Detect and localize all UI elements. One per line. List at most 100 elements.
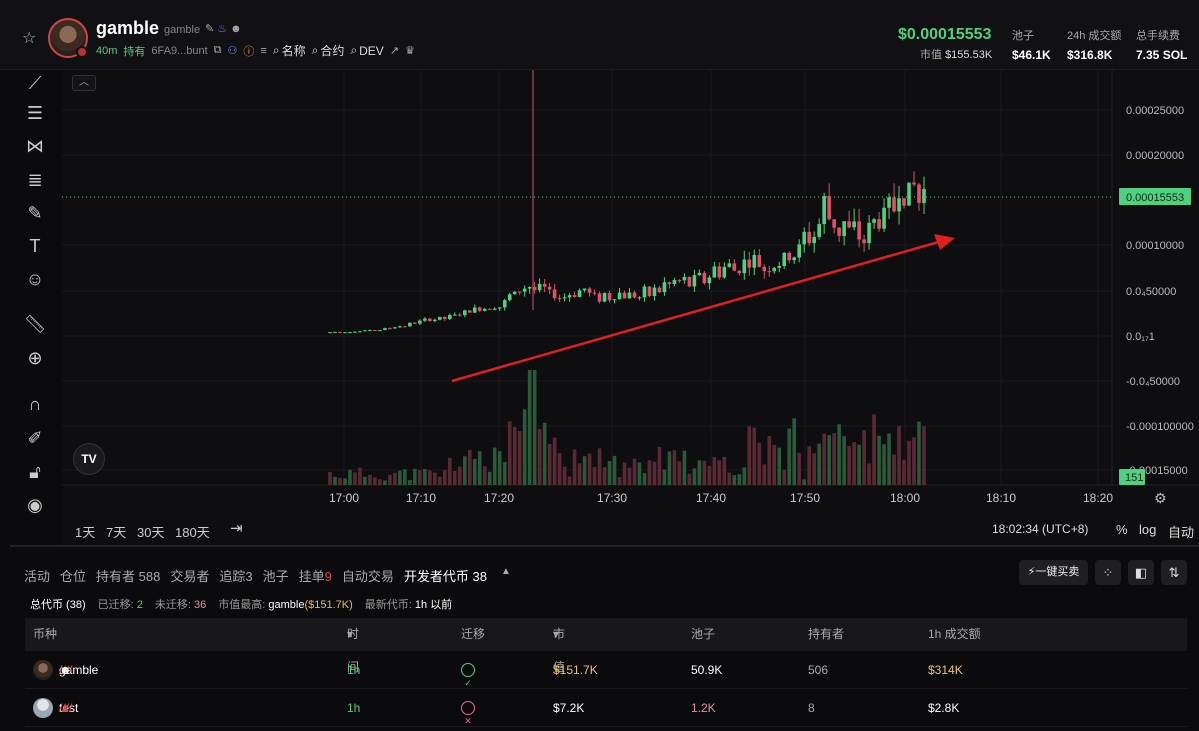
unmigrated-count: 未迁移: 36 (155, 596, 206, 612)
volume-bar (378, 479, 382, 485)
candle-body (353, 331, 357, 333)
x-tick-label: 17:00 (329, 491, 359, 505)
candle-body (642, 286, 647, 298)
candle-body (677, 280, 682, 282)
user-icon[interactable]: ⚇ (227, 45, 238, 57)
ruler-icon[interactable]: 📏︎ (23, 314, 47, 334)
tab-dev-tokens[interactable]: 开发者代币 38 (403, 569, 487, 584)
coin-avatar (33, 698, 53, 718)
menu-circle-icon[interactable]: ≡ (260, 44, 267, 57)
candle-body (328, 332, 332, 334)
candle-body (507, 294, 512, 301)
contract-address[interactable]: 6FA9...bunt (151, 44, 208, 57)
volume-bar (862, 430, 866, 485)
candle-body (557, 298, 562, 300)
chart-settings-icon[interactable]: ⚙ (1154, 491, 1167, 507)
collapse-chevron-icon[interactable]: ︿ (72, 75, 96, 91)
tab-positions[interactable]: 仓位 (60, 569, 87, 584)
tab-tracking[interactable]: 追踪3 (219, 569, 253, 584)
volume-bar (697, 460, 702, 485)
volume-bar (497, 451, 502, 485)
period-30d[interactable]: 30天 (137, 525, 165, 540)
edit-icon[interactable]: ✎ (205, 23, 218, 35)
col-time[interactable]: 时间 ▾ (347, 618, 359, 674)
candle-body (562, 297, 567, 299)
zoom-in-icon[interactable]: ⊕ (27, 348, 43, 368)
table-row[interactable]: test ▲ //// 1h ✕ $7.2K 1.2K 8 $2.8K (25, 689, 1187, 727)
goto-date-icon[interactable]: ⇥ (230, 520, 243, 537)
volume-bar (567, 476, 572, 485)
trend-arrow-line (451, 239, 943, 383)
tab-activity[interactable]: 活动 (24, 569, 51, 584)
x-tick-label: 17:50 (790, 491, 820, 505)
candle-body (902, 198, 906, 206)
x-tick-label: 18:10 (986, 491, 1016, 505)
fib-tool-icon[interactable]: ≣ (27, 170, 43, 190)
auto-toggle[interactable]: 自动 (1168, 525, 1195, 540)
candle-body (403, 326, 407, 328)
warning-icon[interactable]: ⓘ (243, 45, 255, 58)
volume-bar (852, 442, 856, 485)
horizontal-lines-icon[interactable]: ☰ (26, 103, 44, 123)
stat-fees: 总手续费 7.35 SOL (1136, 27, 1187, 62)
pattern-tool-icon[interactable]: ⋈ (26, 136, 44, 156)
volume-bar (877, 435, 881, 485)
copy-icon[interactable]: ⧉ (213, 44, 222, 56)
bubbles-icon[interactable]: ⁘ (1095, 560, 1121, 585)
top-mcap-value: ($151.7K) (304, 599, 353, 611)
tab-holders[interactable]: 持有者 588 (96, 569, 161, 584)
search-dev-link[interactable]: ⌕ DEV (350, 43, 383, 58)
brush-icon[interactable]: ✎ (27, 203, 43, 223)
quick-buy-button[interactable]: ⚡一键买卖 (1019, 560, 1088, 585)
volume-bar (522, 409, 527, 485)
tab-orders[interactable]: 挂单9 (299, 566, 332, 585)
volume-bar (413, 468, 417, 485)
caret-up-icon[interactable]: ▲ (500, 566, 511, 577)
top-mcap-name[interactable]: gamble (268, 599, 305, 611)
chart-svg[interactable]: 0.00025000 0.00020000 0.00010000 0.0₄50000 0… (62, 70, 1199, 545)
panel-divider[interactable] (10, 545, 1199, 547)
candle-body (542, 283, 547, 287)
emoji-icon[interactable]: ☺ (25, 269, 45, 289)
sort-settings-icon[interactable]: ⇅ (1161, 560, 1187, 585)
candle-body (338, 331, 342, 333)
volume-bar (817, 443, 821, 485)
volume-bar (857, 444, 861, 485)
magnet-icon[interactable]: ∩ (28, 394, 42, 414)
candle-body (727, 263, 732, 267)
favorite-star-icon[interactable]: ☆ (22, 30, 37, 47)
line-tool-icon[interactable]: ⟋ (28, 73, 42, 93)
eye-icon[interactable]: ◉ (27, 495, 43, 515)
period-7d[interactable]: 7天 (106, 525, 127, 540)
migrated-value: 2 (136, 599, 143, 611)
price-chart[interactable]: 0.00025000 0.00020000 0.00010000 0.0₄50000 0… (62, 70, 1199, 545)
search-contract-link[interactable]: ⌕ 合约 (312, 42, 345, 59)
volume-bar (892, 454, 896, 485)
candle-body (757, 255, 762, 267)
volume-bar (622, 462, 627, 485)
text-tool-icon[interactable]: T (29, 236, 41, 256)
table-row[interactable]: gamble //// ☻ 1h ✓ $151.7K 50.9K 506 $31… (25, 651, 1187, 689)
tab-pools[interactable]: 池子 (262, 569, 289, 584)
period-1d[interactable]: 1天 (75, 525, 96, 540)
col-coin: 币种 (33, 627, 58, 641)
tab-traders[interactable]: 交易者 (170, 569, 210, 584)
period-180d[interactable]: 180天 (175, 525, 210, 540)
volume-bar (487, 471, 492, 485)
volume-bar (772, 445, 777, 485)
volume-bar (343, 478, 347, 485)
panel-layout-icon[interactable]: ◧ (1128, 560, 1154, 585)
col-volume: 1h 成交额 (928, 627, 981, 641)
tab-auto-trade[interactable]: 自动交易 (341, 569, 394, 584)
log-toggle[interactable]: log (1139, 522, 1157, 537)
col-mcap[interactable]: 市值 ▾ (553, 618, 565, 674)
unlock-icon[interactable]: 🔓︎ (29, 462, 41, 482)
external-link-icon[interactable]: ↗ (389, 45, 399, 57)
candle-body (797, 244, 802, 258)
candle-body (333, 331, 337, 333)
lock-drawing-icon[interactable]: ✐ (27, 428, 43, 448)
percent-toggle[interactable]: % (1116, 522, 1128, 537)
crown-icon[interactable]: ♛ (404, 45, 415, 57)
search-name-link[interactable]: ⌕ 名称 (273, 42, 306, 59)
search-icon: ⌕ (350, 43, 358, 57)
